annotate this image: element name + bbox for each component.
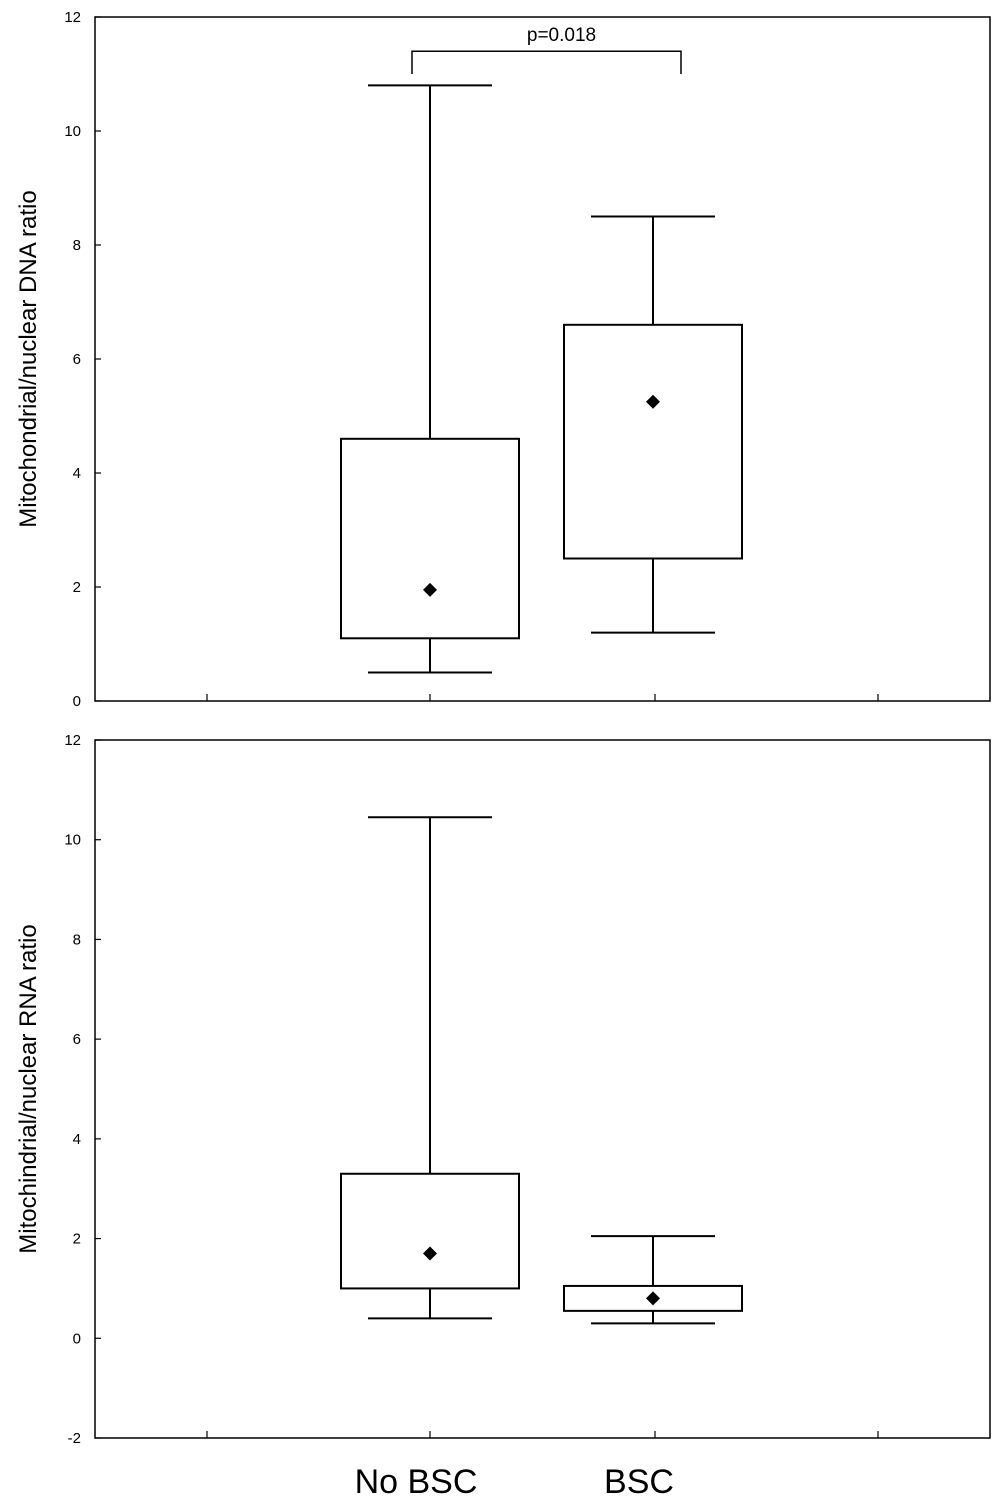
y-tick-label: 6 (73, 1031, 81, 1048)
y-tick-label: 8 (73, 931, 81, 948)
y-tick-label: 8 (73, 237, 81, 254)
x-category-label: BSC (604, 1463, 674, 1497)
y-axis-label: Mitochindrial/nuclear RNA ratio (15, 924, 42, 1253)
y-tick-label: 2 (73, 579, 81, 596)
x-category-label: No BSC (355, 1463, 478, 1497)
box-bsc (563, 215, 743, 634)
interquartile-box (340, 1172, 520, 1290)
y-tick-label: 6 (73, 351, 81, 368)
y-tick-label: -2 (68, 1430, 81, 1447)
plot-frame (94, 739, 991, 1439)
median-marker (423, 1246, 437, 1261)
y-tick-label: 2 (73, 1231, 81, 1248)
median-marker (646, 394, 660, 409)
y-tick-label: 4 (73, 1131, 81, 1148)
interquartile-box (340, 437, 520, 640)
median-marker (423, 582, 437, 597)
y-axis-label: Mitochondrial/nuclear DNA ratio (15, 190, 42, 528)
median-marker (646, 1291, 660, 1306)
box-no-bsc (340, 816, 520, 1320)
y-tick-label: 12 (64, 9, 81, 26)
y-tick-label: 10 (64, 123, 81, 140)
interquartile-box (563, 323, 743, 560)
y-tick-label: 10 (64, 832, 81, 849)
y-tick-label: 0 (73, 1330, 81, 1347)
dna-ratio-panel: 0 2 4 6 8 10 12 Mitochondrial/nuclear DNA ratio… (15, 9, 991, 710)
p-value-label: p=0.018 (527, 25, 596, 46)
y-tick-label: 4 (73, 465, 81, 482)
y-tick-label: 0 (73, 693, 81, 710)
plot-frame (94, 16, 991, 702)
box-no-bsc (340, 84, 520, 674)
y-tick-label: 12 (64, 732, 81, 749)
significance-bracket (411, 50, 682, 74)
rna-ratio-panel: -2 0 2 4 6 8 10 12 Mitochindrial/nuclear RNA rat… (15, 732, 991, 1497)
box-bsc (563, 1235, 743, 1325)
